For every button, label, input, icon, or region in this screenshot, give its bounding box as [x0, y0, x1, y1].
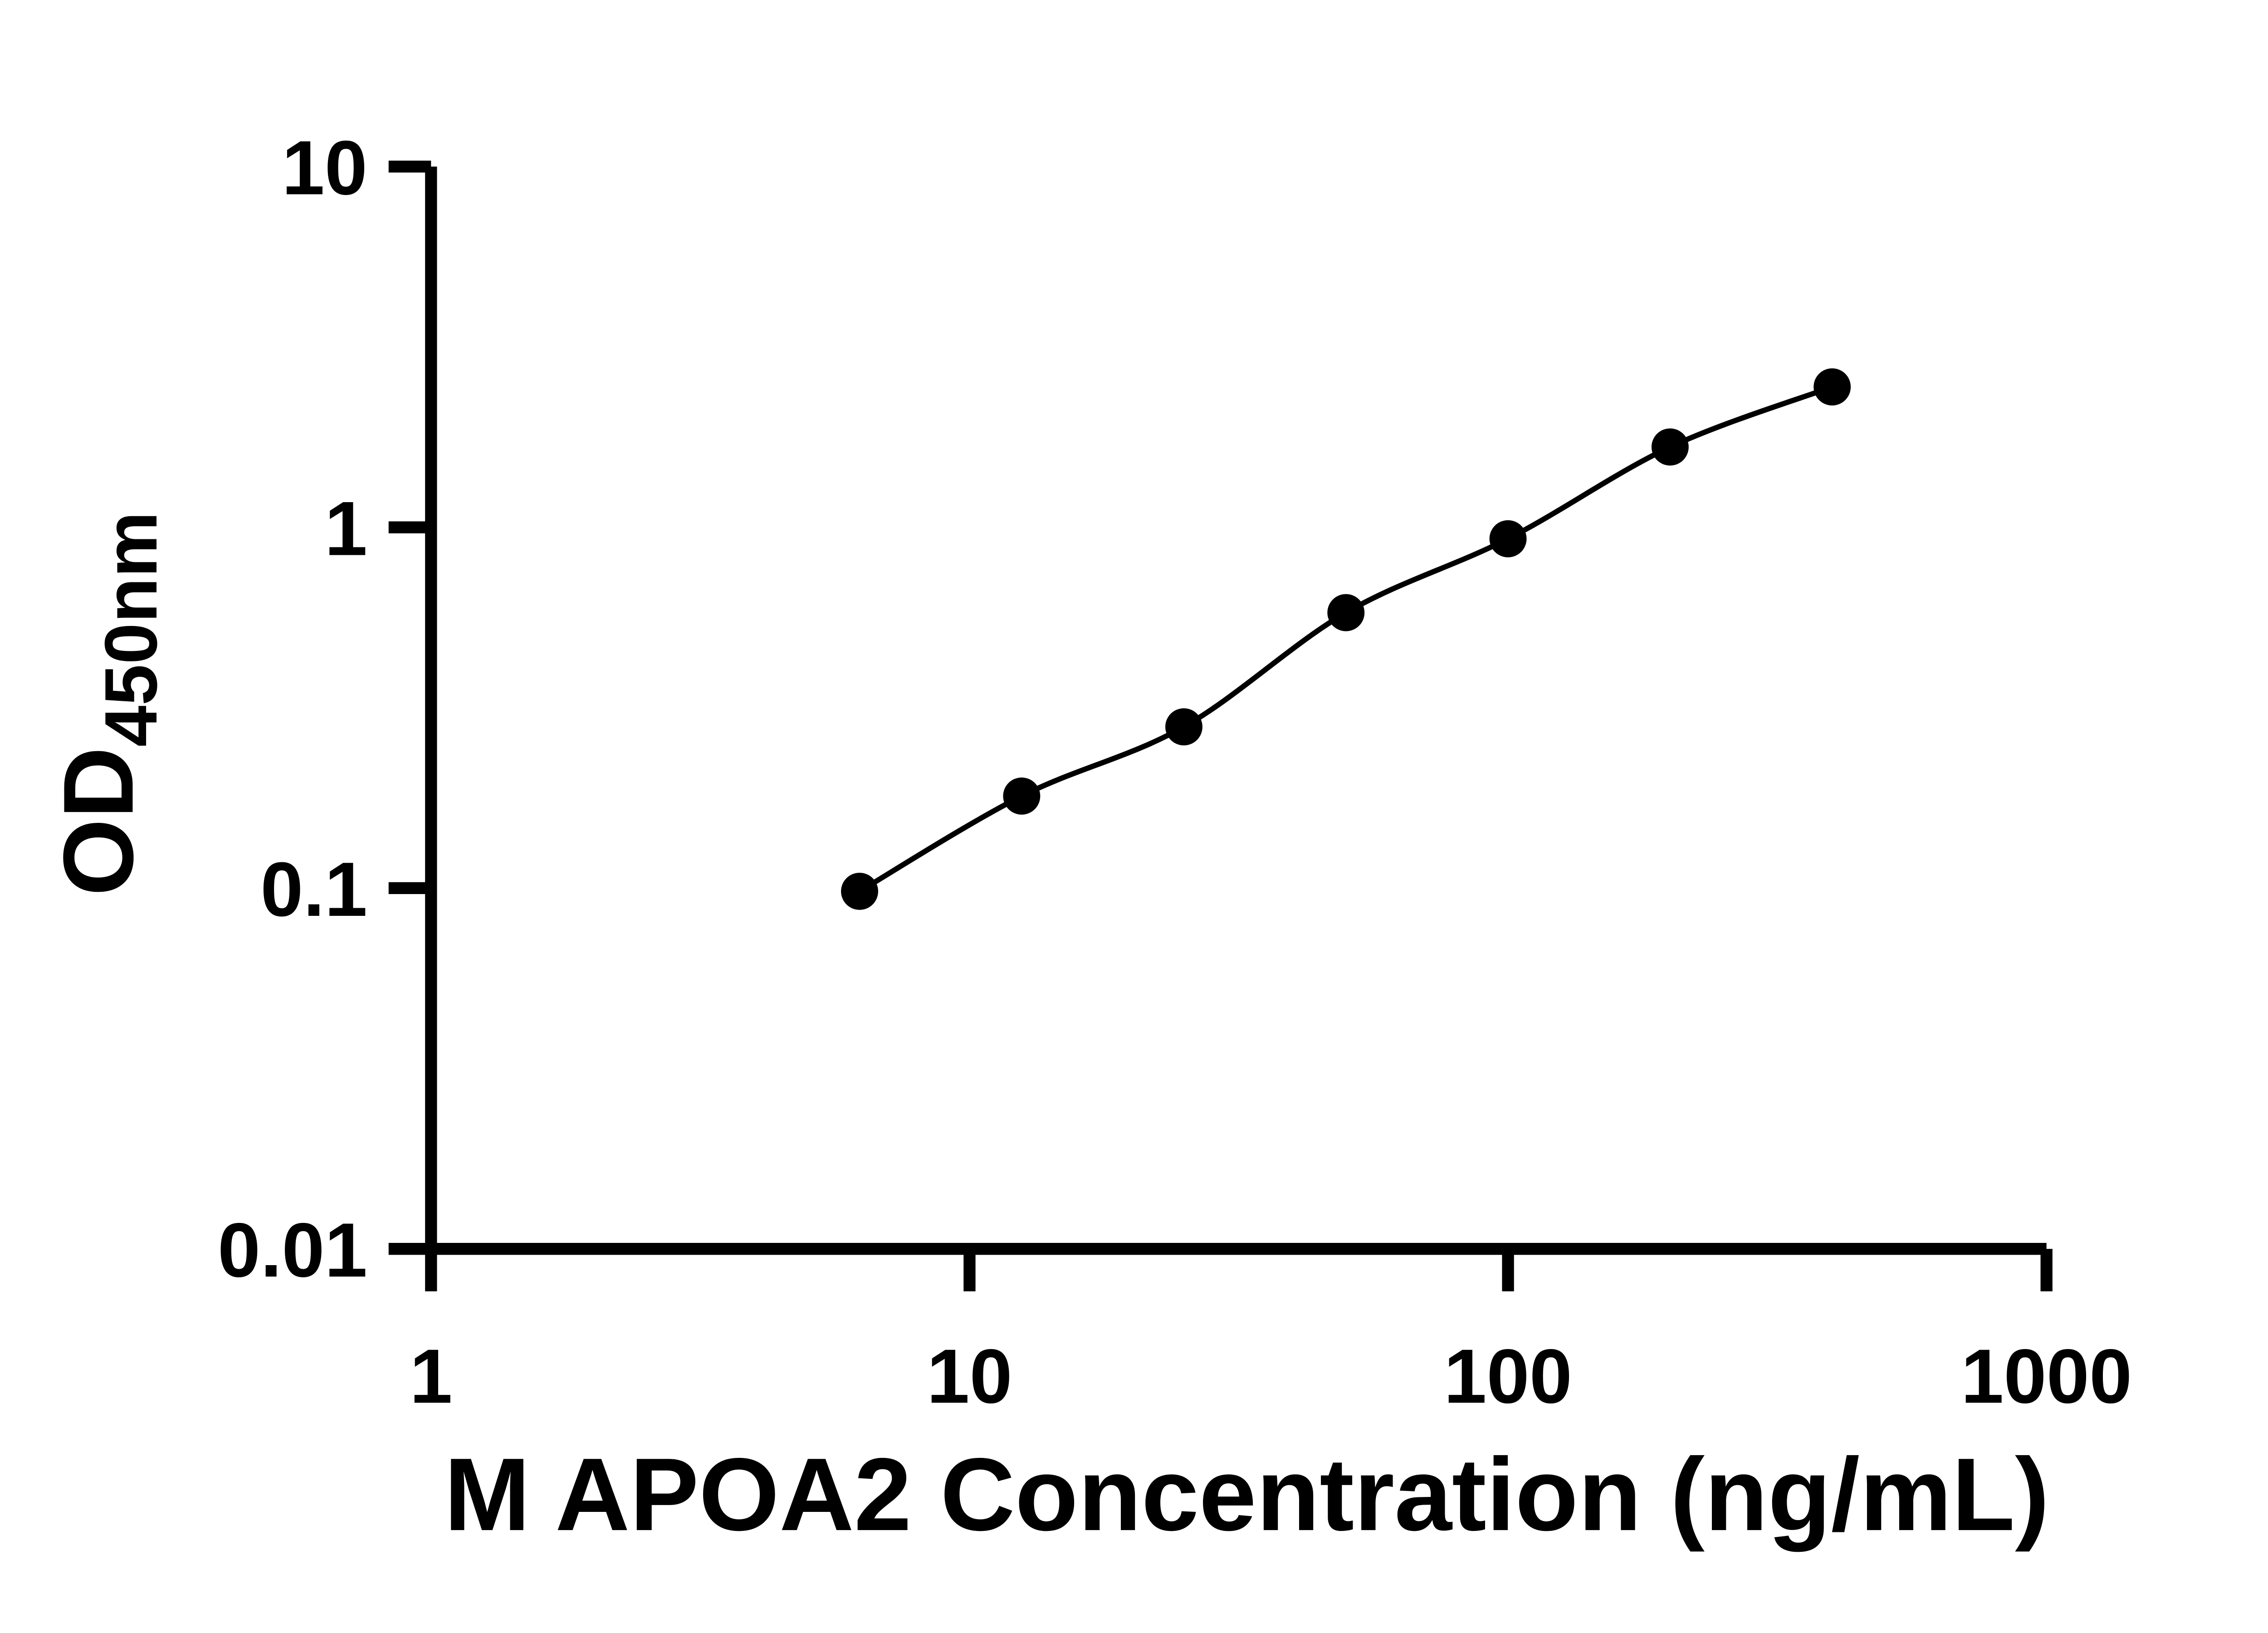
x-tick-label: 1 [410, 1333, 452, 1419]
x-axis-title: M APOA2 Concentration (ng/mL) [444, 1437, 2049, 1552]
data-point [1003, 777, 1041, 815]
data-point [841, 872, 878, 910]
data-point [1489, 520, 1527, 557]
y-tick-label: 0.1 [260, 846, 367, 932]
fit-curve [858, 384, 1833, 894]
y-tick-label: 1 [325, 485, 367, 572]
axis-spine [425, 166, 2047, 1255]
data-point [1813, 368, 1851, 406]
y-tick-label: 10 [282, 124, 367, 210]
x-tick-label: 10 [927, 1333, 1012, 1419]
y-tick-label: 0.01 [218, 1207, 367, 1293]
data-point [1165, 708, 1202, 746]
y-axis-title: OD450nm [43, 512, 172, 896]
data-point [1651, 428, 1689, 466]
x-tick-label: 1000 [1961, 1333, 2132, 1419]
x-tick-label: 100 [1444, 1333, 1572, 1419]
data-point [1327, 594, 1365, 631]
